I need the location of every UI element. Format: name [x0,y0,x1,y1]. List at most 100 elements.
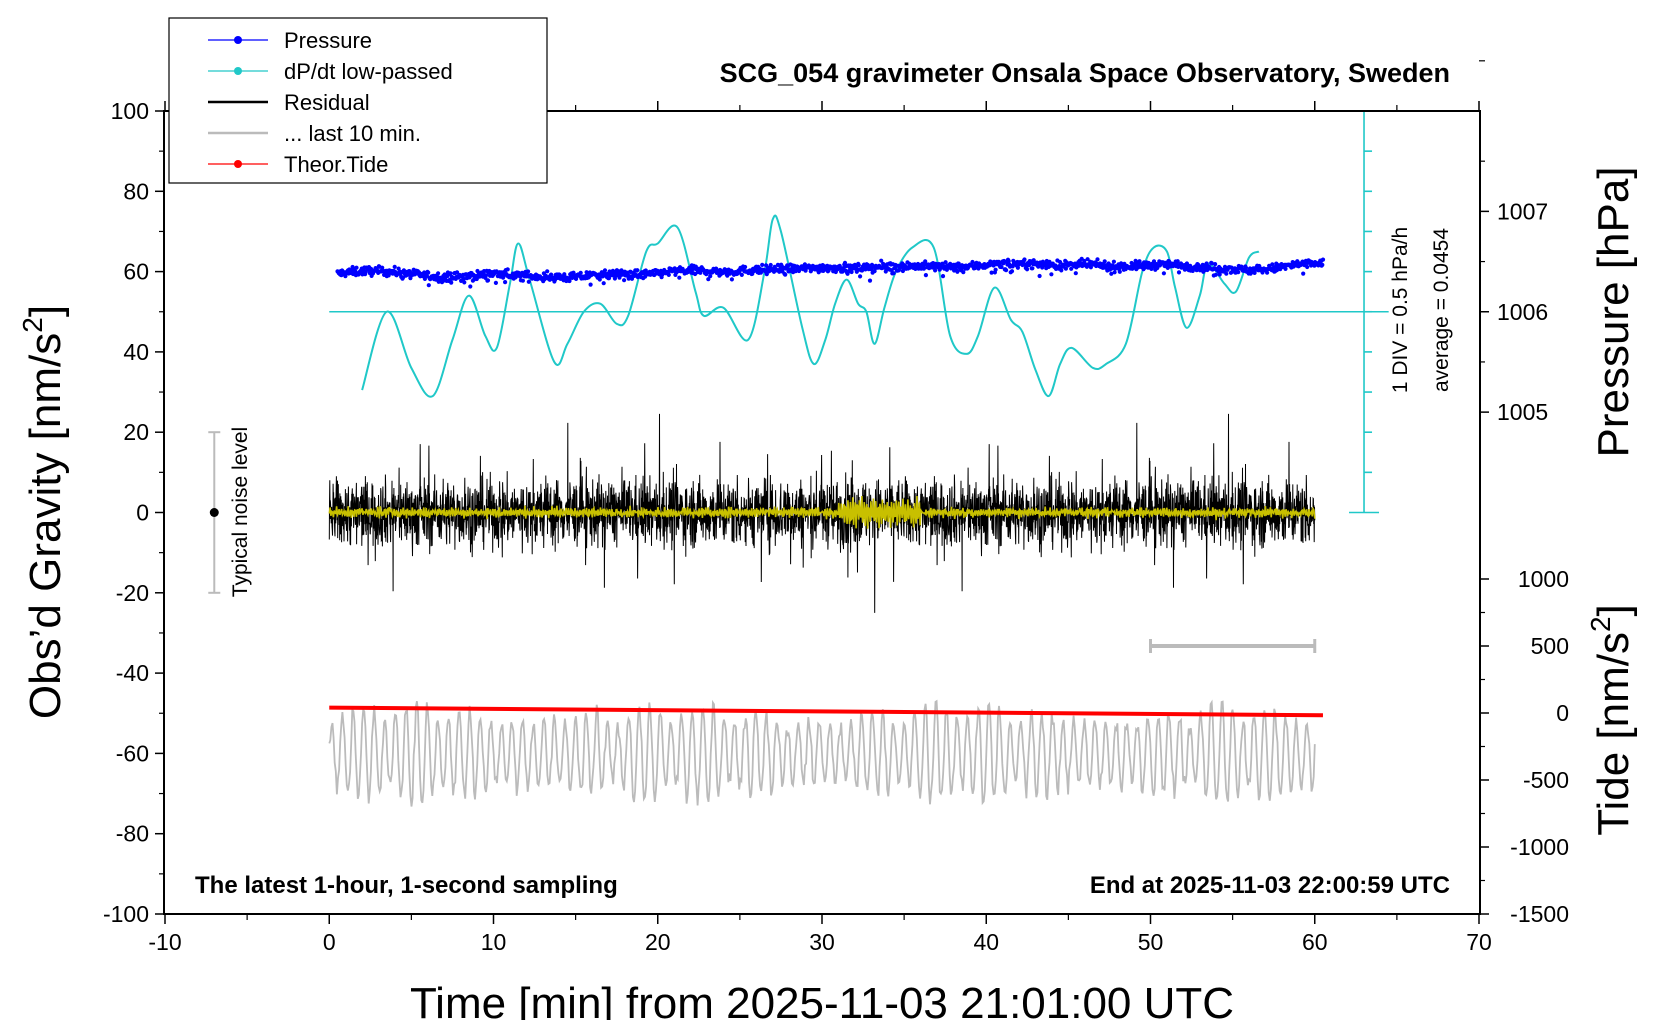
y-tick-label: -60 [116,740,149,766]
pressure-tick-label: 1007 [1497,198,1548,224]
pressure-point [635,268,640,273]
pressure-point [1224,271,1229,276]
x-axis-ticks: -10 0 10 20 30 40 50 60 70 [148,101,1492,955]
residual-smoothed-line [328,495,1316,529]
pressure-axis-label: Pressure [hPa] [1589,166,1638,457]
pressure-point [879,258,884,263]
x-tick-label: 20 [645,929,671,955]
annotation-bottom-left: The latest 1-hour, 1-second sampling [195,872,618,899]
pressure-point [588,282,593,287]
pressure-point [955,269,960,274]
y-tick-label: 80 [123,178,149,204]
pressure-point [622,278,627,283]
pressure-point [601,281,606,286]
pressure-point [1117,269,1122,274]
chart-title: SCG_054 gravimeter Onsala Space Observat… [720,58,1450,88]
pressure-point [1057,259,1063,265]
pressure-point [1213,272,1218,277]
pressure-point [706,277,711,282]
pressure-point [1063,266,1068,271]
tide-axis-label-close: ] [1589,604,1638,616]
pressure-point [867,278,873,283]
pressure-point [455,270,460,275]
pressure-point [526,279,531,284]
pressure-point [900,268,906,274]
y-tick-label: 60 [123,259,149,285]
pressure-point [1022,257,1027,262]
pressure-point [485,278,491,283]
pressure-tick-label: 1005 [1497,399,1548,425]
pressure-point [856,263,861,268]
pressure-point [1095,257,1100,262]
y-axis-label-main: Obs’d Gravity [nm/s [21,333,70,719]
pressure-point [1085,257,1090,262]
div-scale-label: 1 DIV = 0.5 hPa/h [1389,227,1412,393]
pressure-point [448,271,453,276]
last10-line [328,699,1316,807]
legend-label: dP/dt low-passed [284,59,453,84]
pressure-axis-ticks: 1005 1006 1007 [1479,60,1548,425]
pressure-point [1073,271,1078,276]
x-tick-label: 60 [1302,929,1328,955]
y-axis-ticks: -100 -80 -60 -40 -20 0 20 40 60 80 100 [103,98,165,927]
tide-axis-label: Tide [nm/s2] [1585,604,1638,836]
pressure-point [1030,266,1035,271]
pressure-point [1243,265,1249,270]
pressure-point [1025,267,1030,272]
y-tick-label: -20 [116,580,149,606]
pressure-point [643,274,648,279]
pressure-point [989,270,994,275]
pressure-point [1161,271,1166,276]
pressure-point [921,266,927,271]
average-label: average = 0.0454 [1430,228,1453,392]
pressure-point [574,276,579,281]
tide-axis-ticks: -1500 -1000 -500 0 500 1000 [1479,566,1569,927]
pressure-point [483,273,489,278]
pressure-point [1004,268,1009,273]
pressure-point [1112,270,1117,275]
pressure-point [468,284,473,289]
pressure-point [1111,259,1116,264]
y-axis-label-close: ] [21,305,70,317]
pressure-point [768,262,773,268]
pressure-point [368,266,374,271]
x-tick-label: 10 [481,929,507,955]
pressure-point [999,264,1004,270]
pressure-point [1283,266,1288,271]
pressure-point [708,274,713,279]
pressure-point [1236,270,1241,275]
pressure-point [422,276,427,281]
pressure-tick-label: 1006 [1497,299,1548,325]
pressure-point [1137,259,1142,264]
pressure-point [1320,262,1325,267]
tide-tick-label: -1500 [1510,901,1569,927]
pressure-point [940,274,946,279]
pressure-point [1209,261,1214,266]
legend-label: Pressure [284,28,372,53]
pressure-point [578,270,583,275]
pressure-point [505,267,510,272]
y-axis-label-sup: 2 [17,317,48,333]
pressure-point [354,265,359,270]
tide-axis-label-main: Tide [nm/s [1589,632,1638,836]
pressure-point [1102,259,1107,264]
x-tick-label: 30 [809,929,835,955]
theor-tide-line [329,705,1323,718]
pressure-point [961,270,966,275]
pressure-point [1049,272,1054,277]
x-axis-label: Time [min] from 2025-11-03 21:01:00 UTC [410,979,1234,1020]
legend-marker [234,36,242,44]
x-tick-label: 70 [1466,929,1492,955]
pressure-point [933,268,938,273]
x-tick-label: 50 [1138,929,1164,955]
pressure-point [493,280,498,285]
pressure-point [891,271,896,276]
pressure-point [597,277,602,282]
legend-entry: Theor.Tide [208,152,388,177]
pressure-point [526,269,531,274]
pressure-point [1175,259,1180,264]
pressure-point [1320,257,1326,262]
y-tick-label: 100 [111,98,149,124]
legend-label: Theor.Tide [284,152,388,177]
legend-marker [234,160,242,168]
